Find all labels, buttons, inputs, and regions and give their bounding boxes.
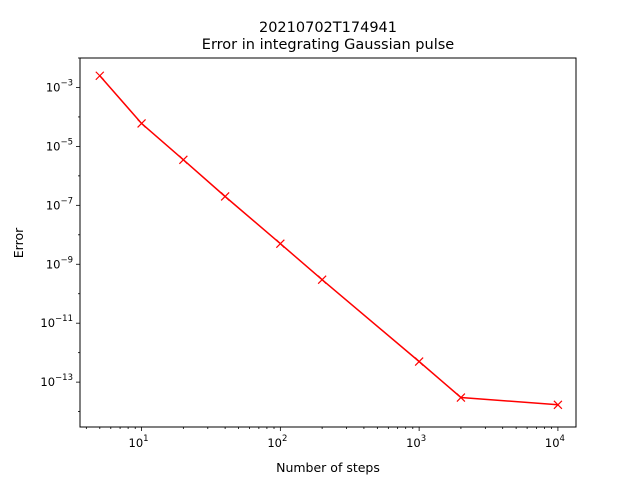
- y-tick-label: 10−9: [46, 255, 73, 271]
- data-point-marker: [95, 71, 105, 81]
- plot-area: 101 102 103 104 10−3 10−5 10−7 10−9 10−11 10−13: [40, 57, 577, 450]
- y-axis-label: Error: [11, 227, 26, 258]
- y-tick-label: 10−7: [46, 196, 73, 212]
- marker-stroke: [178, 155, 188, 165]
- y-tick-label: 10−5: [46, 137, 73, 153]
- x-tick-label: 104: [545, 434, 565, 450]
- marker-stroke: [95, 71, 105, 81]
- marker-stroke: [137, 119, 147, 128]
- chart-subtitle: Error in integrating Gaussian pulse: [202, 37, 454, 53]
- data-point-marker: [553, 400, 563, 410]
- marker-stroke: [317, 275, 327, 285]
- marker-stroke: [414, 357, 424, 366]
- x-tick-label: 101: [129, 434, 149, 450]
- marker-stroke: [553, 400, 563, 410]
- marker-stroke: [456, 393, 466, 402]
- y-tick-label: 10−3: [46, 78, 73, 94]
- marker-stroke: [275, 239, 285, 249]
- data-point-marker: [456, 393, 466, 402]
- marker-stroke: [220, 192, 230, 201]
- data-point-marker: [275, 239, 285, 249]
- y-tick-label: 10−13: [40, 373, 73, 389]
- data-point-marker: [414, 357, 424, 366]
- x-tick-label: 102: [267, 434, 287, 450]
- data-point-marker: [178, 155, 188, 165]
- y-tick-label: 10−11: [40, 314, 73, 330]
- data-point-marker: [137, 119, 147, 128]
- data-point-marker: [317, 275, 327, 285]
- x-axis-label: Number of steps: [276, 460, 380, 475]
- chart-title: 20210702T174941: [259, 20, 397, 36]
- data-point-marker: [220, 192, 230, 201]
- axes-frame: [79, 57, 577, 428]
- x-tick-label: 103: [406, 434, 426, 450]
